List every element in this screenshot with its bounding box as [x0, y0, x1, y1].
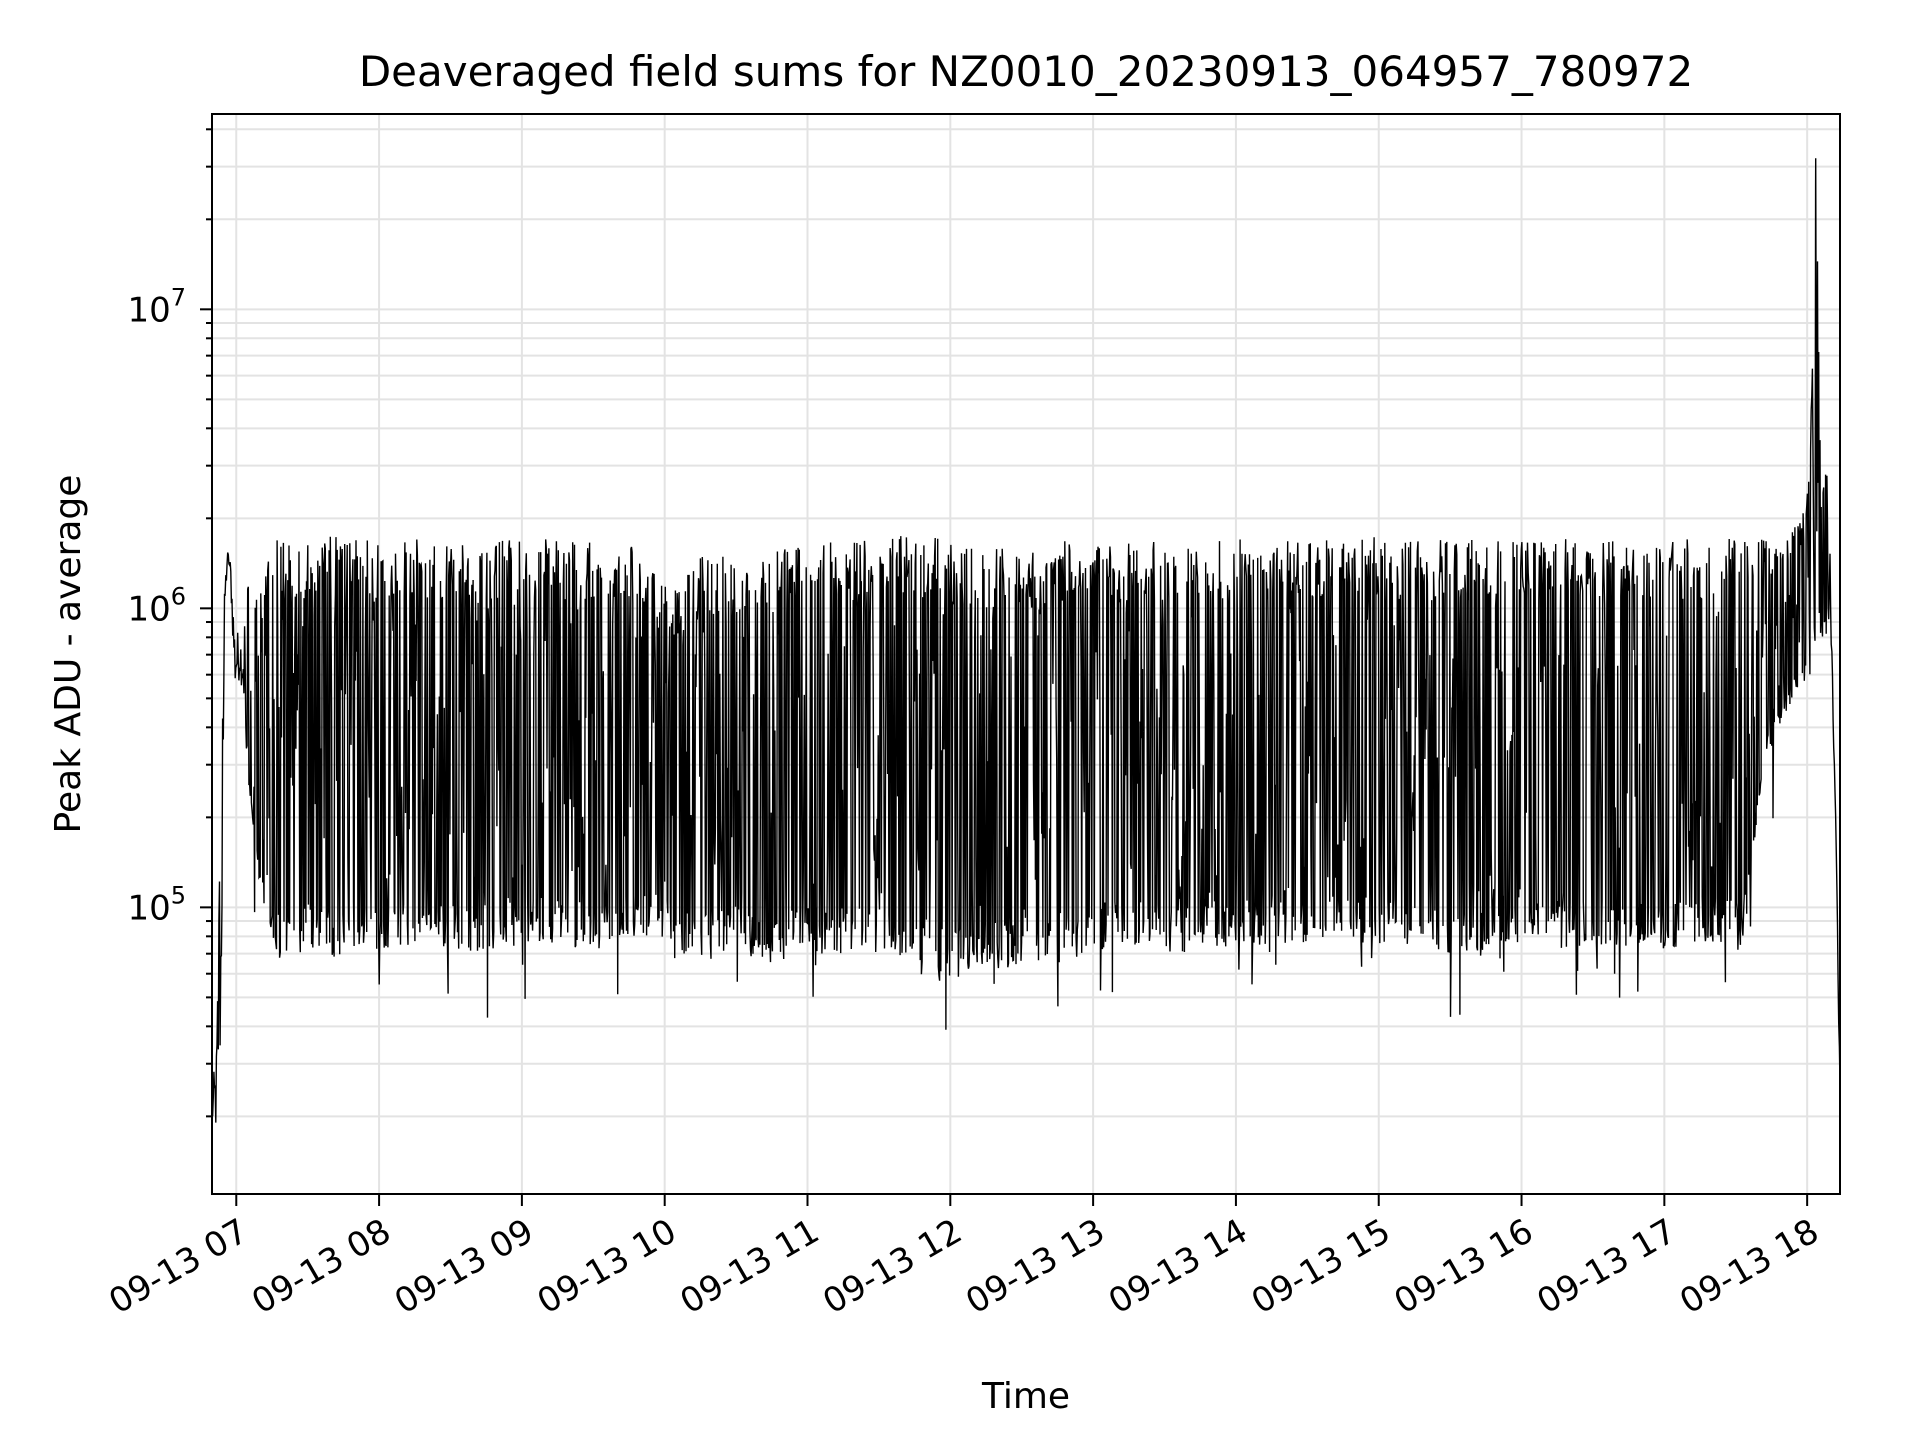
y-tick-label: 106: [127, 582, 186, 629]
y-tick-label: 105: [127, 881, 186, 928]
x-axis-title: Time: [981, 1376, 1070, 1417]
y-axis-title: Peak ADU - average: [48, 475, 89, 834]
chart-title: Deaveraged field sums for NZ0010_2023091…: [359, 47, 1693, 96]
data-series: [211, 158, 1841, 1123]
y-tick-label: 107: [127, 283, 186, 330]
series-line: [211, 158, 1841, 1123]
